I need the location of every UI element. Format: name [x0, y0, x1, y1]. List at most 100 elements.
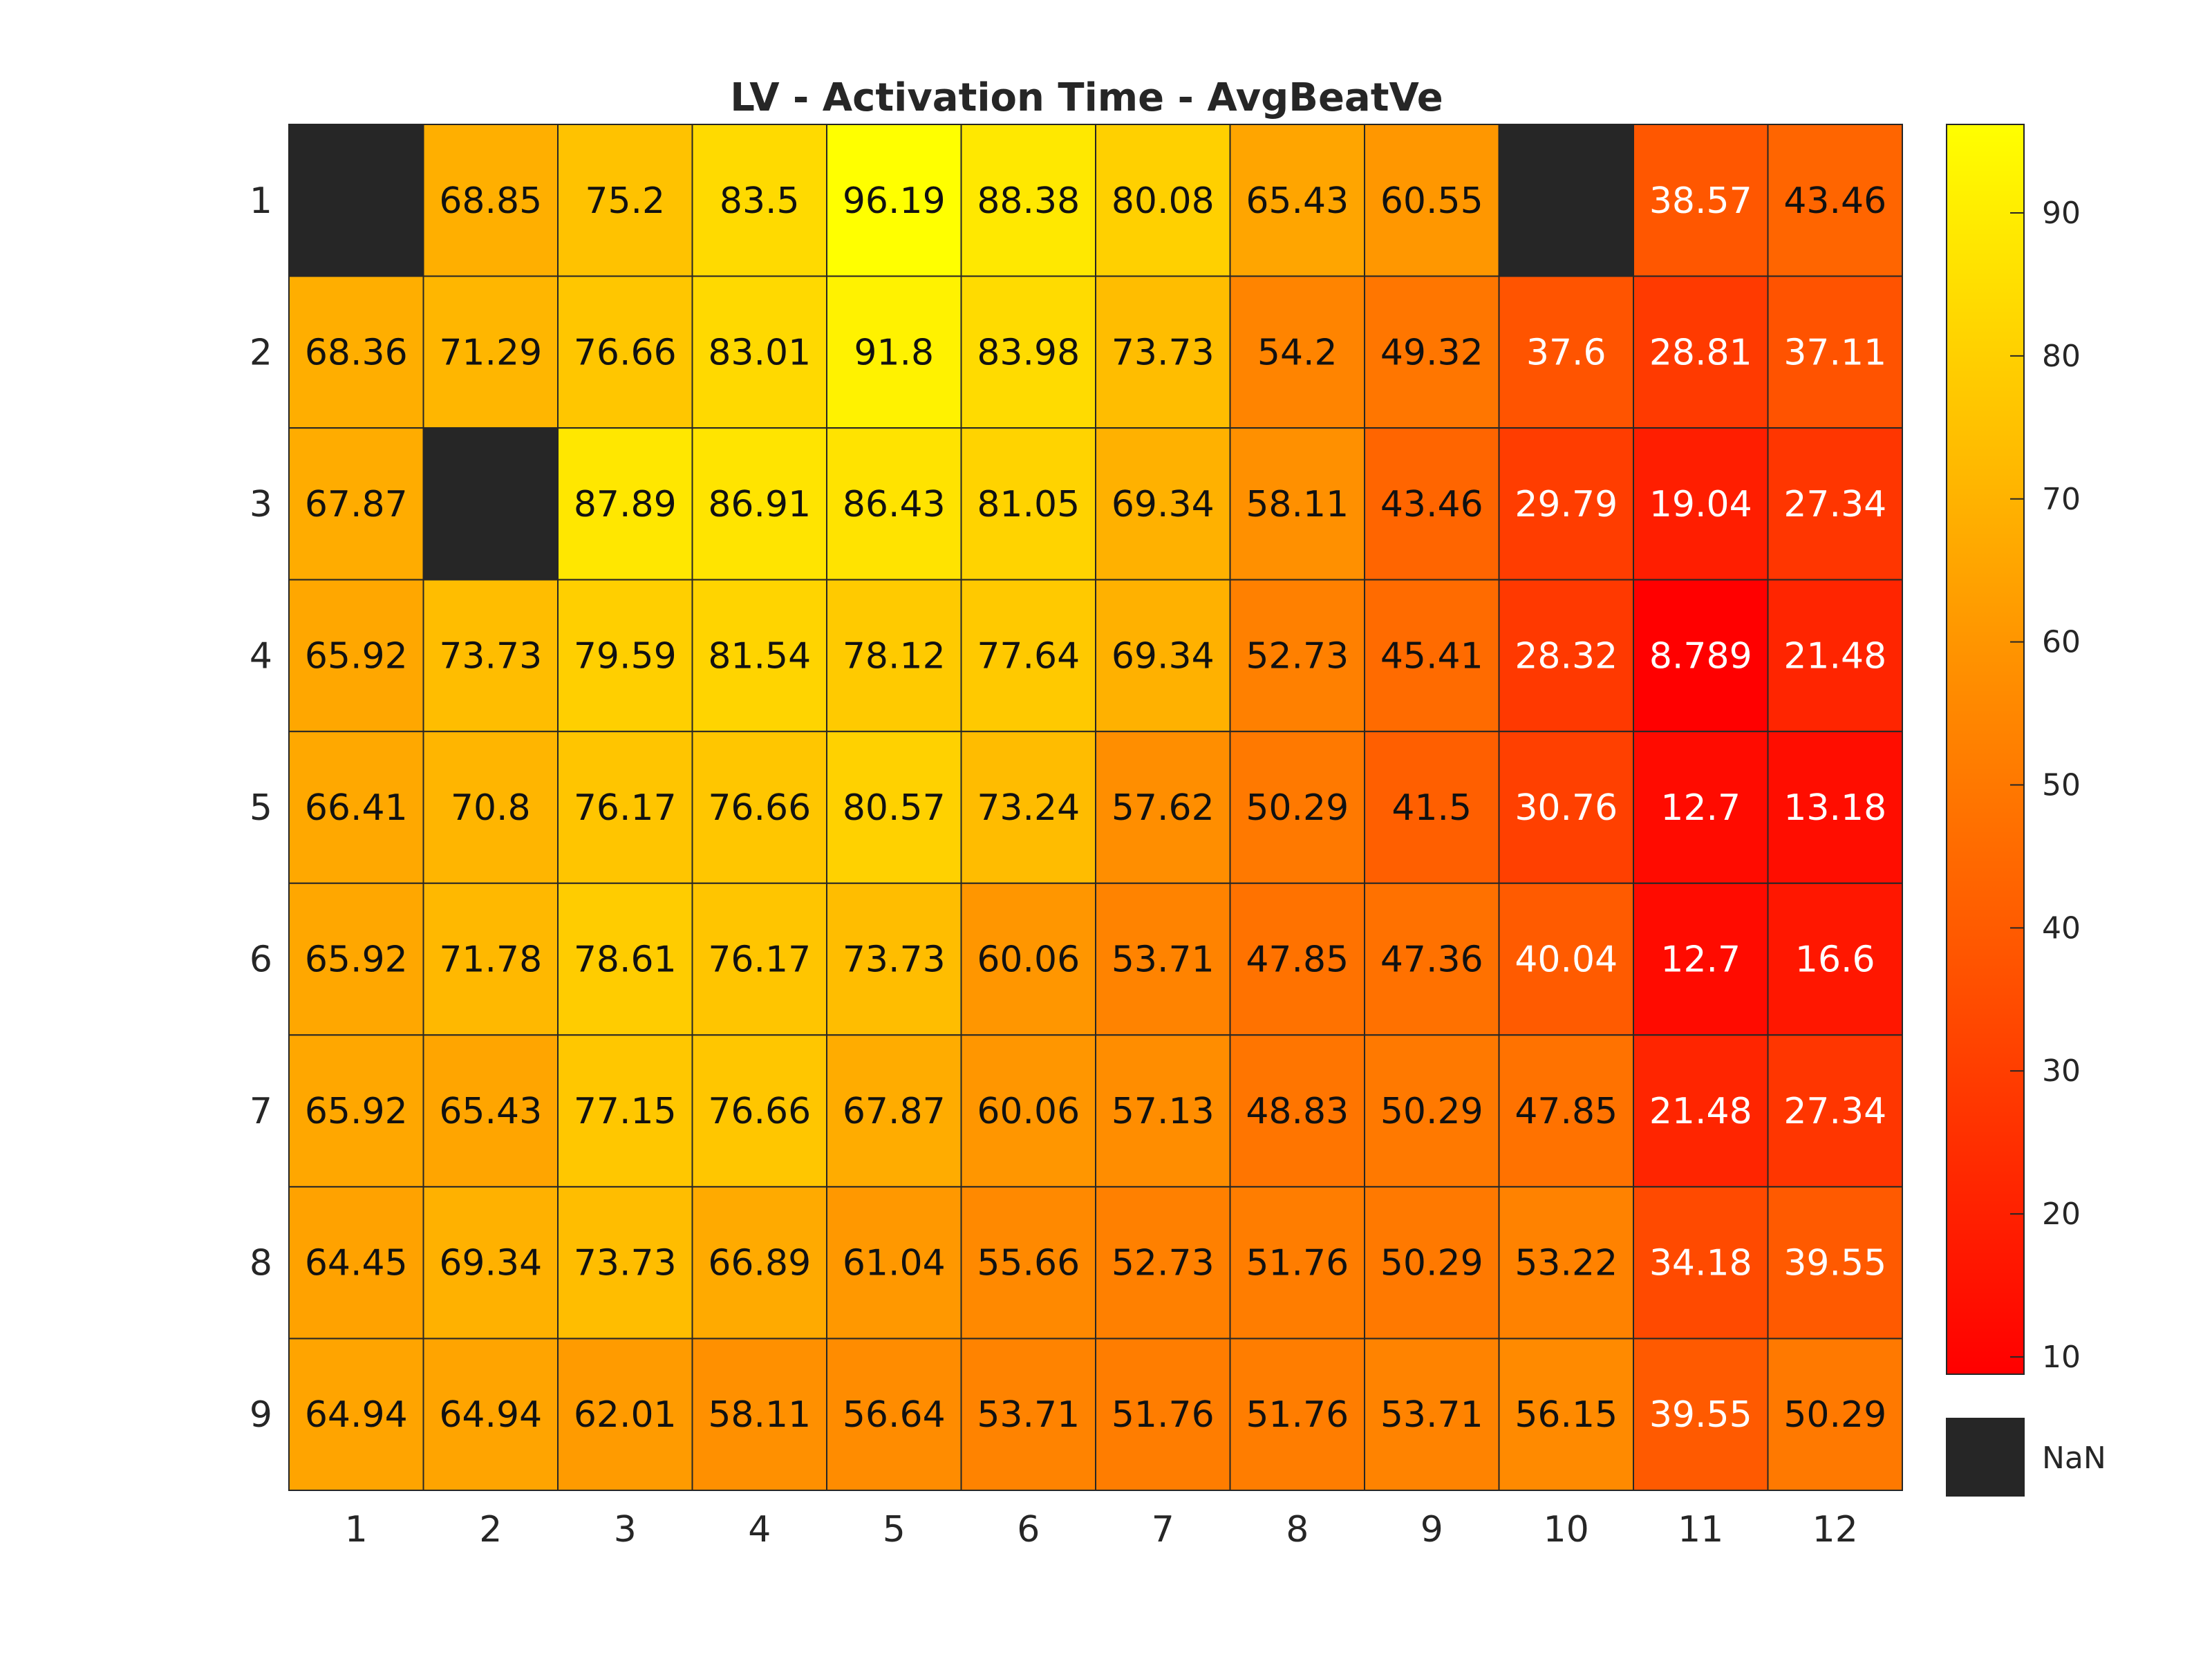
y-tick-label: 7: [250, 1091, 272, 1132]
colorbar: 10 20 30 40 50 60 70 80 90: [1946, 124, 2081, 1375]
heatmap-cell-r5-c4: [691, 731, 827, 884]
heatmap-cell-r5-c1: [288, 731, 424, 884]
colorbar-tick-label: 70: [2042, 482, 2081, 517]
colorbar-gradient: [1946, 124, 2025, 1375]
cell-value-label: 47.36: [1380, 939, 1483, 981]
heatmap-cell-r7-c1: [288, 1034, 424, 1188]
x-tick-label: 4: [748, 1509, 771, 1550]
y-tick-label: 8: [250, 1243, 272, 1284]
heatmap-cell-r3-c1: [288, 427, 424, 581]
cell-value-label: 87.89: [574, 484, 677, 525]
cell-value-label: 69.34: [1112, 484, 1215, 525]
cell-value-label: 49.32: [1380, 332, 1483, 373]
cell-value-label: 53.22: [1515, 1243, 1618, 1284]
cell-value-label: 78.12: [843, 635, 946, 677]
heatmap-cell-r5-c9: [1364, 731, 1500, 884]
heatmap-cell-r4-c5: [826, 579, 962, 733]
heatmap-cell-r6-c2: [422, 882, 559, 1036]
heatmap-cell-r5-c10: [1498, 731, 1634, 884]
cell-value-label: 83.01: [708, 332, 811, 373]
cell-value-label: 21.48: [1649, 1091, 1752, 1132]
heatmap-cell-r8-c2: [422, 1185, 559, 1340]
heatmap-cell-r7-c4: [691, 1034, 827, 1188]
cell-value-label: 13.18: [1783, 787, 1886, 829]
heatmap-cell-r8-c6: [960, 1185, 1096, 1340]
cell-value-label: 65.43: [1246, 180, 1349, 222]
cell-value-label: 66.89: [708, 1243, 811, 1284]
heatmap-cell-r7-c10: [1498, 1034, 1634, 1188]
cell-value-label: 30.76: [1515, 787, 1618, 829]
heatmap-cell-r9-c11: [1633, 1338, 1769, 1492]
heatmap-cell-r4-c6: [960, 579, 1096, 733]
cell-value-label: 80.57: [843, 787, 946, 829]
heatmap-cell-r1-c5: [826, 124, 962, 277]
cell-value-label: 86.43: [843, 484, 946, 525]
cell-value-label: 80.08: [1112, 180, 1215, 222]
cell-value-label: 81.54: [708, 635, 811, 677]
heatmap-cell-r8-c5: [826, 1185, 962, 1340]
colorbar-tick-label: 30: [2042, 1053, 2081, 1089]
heatmap-cell-r9-c6: [960, 1338, 1096, 1492]
cell-value-label: 69.34: [439, 1243, 542, 1284]
cell-value-label: 73.24: [977, 787, 1080, 829]
heatmap-cell-r2-c6: [960, 275, 1096, 429]
heatmap-cell-r8-c3: [557, 1185, 693, 1340]
cell-value-label: 60.06: [977, 939, 1080, 981]
cell-value-label: 64.94: [305, 1394, 408, 1436]
cell-value-label: 67.87: [843, 1091, 946, 1132]
heatmap-cell-r7-c6: [960, 1034, 1096, 1188]
cell-value-label: 73.73: [574, 1243, 677, 1284]
heatmap-cell-r5-c12: [1767, 731, 1903, 884]
heatmap-cell-r2-c7: [1095, 275, 1231, 429]
heatmap-cell-r8-c7: [1095, 1185, 1231, 1340]
cell-value-label: 76.17: [708, 939, 811, 981]
heatmap-cell-r9-c5: [826, 1338, 962, 1492]
heatmap-cell-r6-c7: [1095, 882, 1231, 1036]
chart-title: LV - Activation Time - AvgBeatVe: [730, 75, 1443, 120]
heatmap-cell-r1-c10: [1498, 124, 1634, 277]
heatmap-cell-r5-c6: [960, 731, 1096, 884]
heatmap-cell-r7-c5: [826, 1034, 962, 1188]
cell-value-label: 29.79: [1515, 484, 1618, 525]
heatmap-cell-r8-c4: [691, 1185, 827, 1340]
heatmap-cell-r8-c8: [1229, 1185, 1365, 1340]
heatmap-cell-r9-c7: [1095, 1338, 1231, 1492]
heatmap-cell-r7-c12: [1767, 1034, 1903, 1188]
heatmap-cell-r1-c3: [557, 124, 693, 277]
heatmap-cell-r2-c5: [826, 275, 962, 429]
cell-value-label: 28.32: [1515, 635, 1618, 677]
cell-value-label: 60.55: [1380, 180, 1483, 222]
y-tick-label: 4: [250, 635, 272, 677]
cell-value-label: 34.18: [1649, 1243, 1752, 1284]
heatmap-cell-r9-c4: [691, 1338, 827, 1492]
cell-value-label: 16.6: [1795, 939, 1875, 981]
nan-label: NaN: [2042, 1441, 2106, 1476]
cell-value-label: 50.29: [1246, 787, 1349, 829]
cell-value-label: 71.29: [439, 332, 542, 373]
cell-value-label: 53.71: [1380, 1394, 1483, 1436]
heatmap-cell-r2-c4: [691, 275, 827, 429]
cell-value-label: 58.11: [1246, 484, 1349, 525]
colorbar-tick-label: 90: [2042, 196, 2081, 231]
cell-value-label: 40.04: [1515, 939, 1618, 981]
cell-value-label: 70.8: [451, 787, 531, 829]
x-tick-label: 10: [1544, 1509, 1589, 1550]
cell-value-label: 51.76: [1246, 1243, 1349, 1284]
heatmap-cell-r8-c11: [1633, 1185, 1769, 1340]
cell-value-label: 57.13: [1112, 1091, 1215, 1132]
cell-value-label: 37.6: [1526, 332, 1606, 373]
heatmap-cell-r3-c4: [691, 427, 827, 581]
cell-value-label: 52.73: [1246, 635, 1349, 677]
heatmap-cell-r3-c2: [422, 427, 559, 581]
cell-value-label: 79.59: [574, 635, 677, 677]
heatmap-cell-r6-c12: [1767, 882, 1903, 1036]
cell-value-label: 83.98: [977, 332, 1080, 373]
cell-value-label: 76.66: [708, 787, 811, 829]
cell-value-label: 43.46: [1783, 180, 1886, 222]
cell-value-label: 8.789: [1649, 635, 1752, 677]
heatmap-cell-r1-c1: [288, 124, 424, 277]
heatmap-cell-r3-c10: [1498, 427, 1634, 581]
heatmap-cell-r4-c7: [1095, 579, 1231, 733]
cell-value-label: 66.41: [305, 787, 408, 829]
y-tick-label: 6: [250, 939, 272, 981]
